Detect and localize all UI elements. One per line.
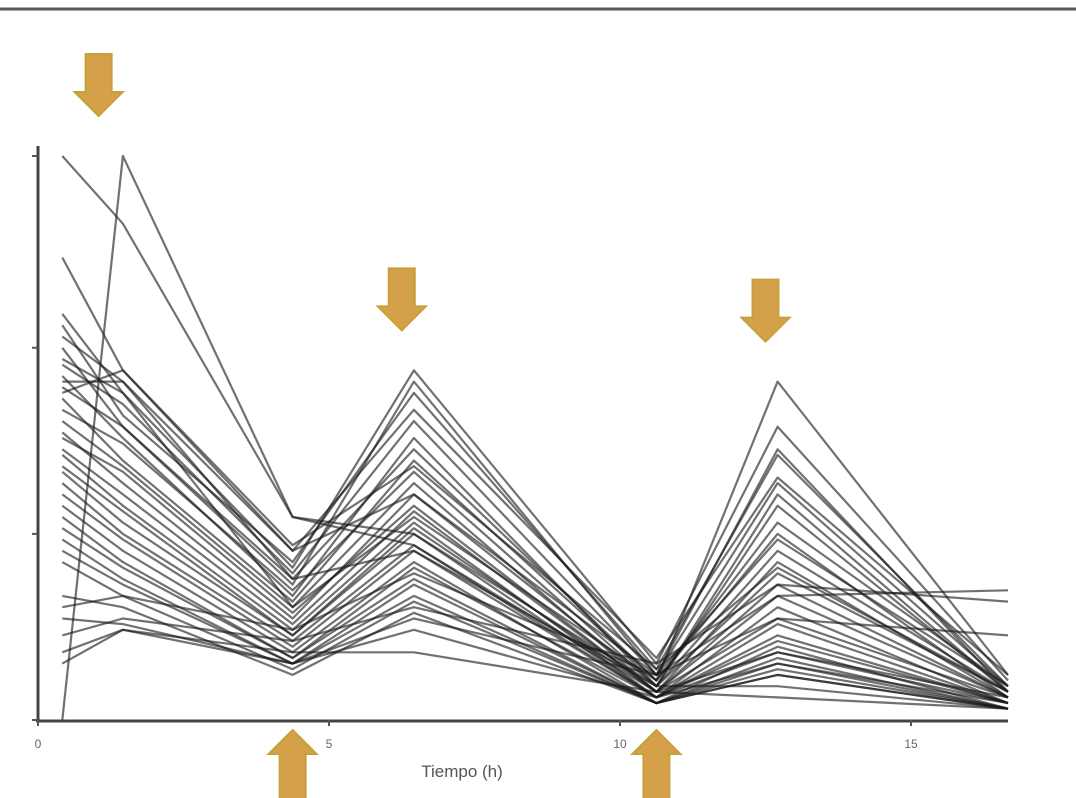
arrow-shape xyxy=(375,267,429,332)
traces xyxy=(61,154,1009,721)
x-tick-label: 0 xyxy=(35,737,42,751)
trace-line xyxy=(62,572,1009,677)
down-arrow-icon xyxy=(739,278,792,344)
trace-line xyxy=(61,369,1009,688)
x-tick-label: 10 xyxy=(613,737,627,751)
arrow-shape xyxy=(739,278,792,344)
arrow-shape xyxy=(629,728,683,798)
trace-line xyxy=(62,594,1009,710)
up-arrow-icon xyxy=(629,728,683,798)
trace-line xyxy=(61,386,1009,688)
trace-line xyxy=(61,358,1009,682)
trace-line xyxy=(61,504,1009,710)
trace-line xyxy=(61,324,1009,687)
arrow-shape xyxy=(266,728,320,798)
down-arrow-icon xyxy=(72,53,126,118)
trace-line xyxy=(61,408,1009,693)
x-ticks: 0 5 10 15 xyxy=(35,720,918,751)
arrows xyxy=(72,53,792,798)
trace-line xyxy=(61,482,1009,705)
down-arrow-icon xyxy=(375,267,429,332)
trace-line xyxy=(61,589,1009,677)
trace-line xyxy=(61,420,1009,699)
trace-line xyxy=(62,617,1009,705)
trace-line xyxy=(61,470,1009,705)
trace-line xyxy=(61,549,1009,710)
trace-line xyxy=(61,527,1009,710)
x-tick-label: 15 xyxy=(904,737,918,751)
trace-line xyxy=(61,454,1009,705)
up-arrow-icon xyxy=(266,728,320,798)
trace-line xyxy=(61,397,1009,699)
trace-line xyxy=(61,375,1009,693)
trace-line xyxy=(62,380,1009,693)
trace-line xyxy=(62,583,1009,665)
arrow-shape xyxy=(72,53,126,118)
x-tick-label: 5 xyxy=(326,737,333,751)
x-axis-label: Tiempo (h) xyxy=(421,762,503,781)
trace-line xyxy=(61,363,1009,688)
